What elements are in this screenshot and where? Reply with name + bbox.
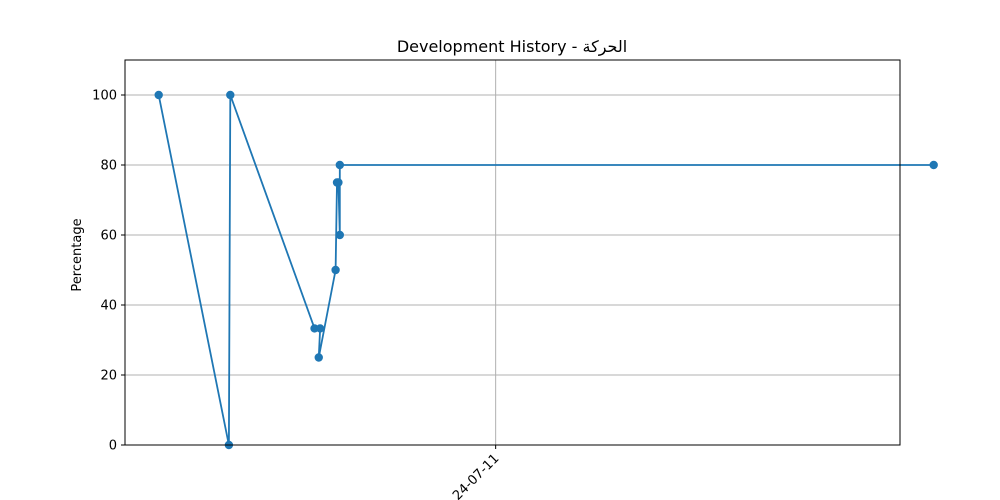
data-point xyxy=(334,178,343,187)
y-tick-label: 80 xyxy=(100,159,117,174)
data-point xyxy=(226,90,235,100)
y-tick-label: 20 xyxy=(100,369,117,384)
series-line xyxy=(157,94,934,446)
series-layer xyxy=(154,90,938,450)
y-tick-label: 60 xyxy=(100,229,117,244)
data-point xyxy=(331,265,340,275)
chart-title: Development History - الحركة xyxy=(397,37,627,57)
y-tick-label: 100 xyxy=(92,89,117,104)
data-point xyxy=(314,353,323,362)
data-point xyxy=(315,324,325,333)
data-point xyxy=(154,90,163,100)
data-point xyxy=(929,160,938,170)
data-point xyxy=(335,160,345,170)
data-point xyxy=(335,230,345,240)
y-axis-label: Percentage xyxy=(70,218,85,291)
y-tick-label: 0 xyxy=(109,439,117,454)
y-tick-label: 40 xyxy=(100,299,117,314)
plot-frame xyxy=(124,59,901,446)
